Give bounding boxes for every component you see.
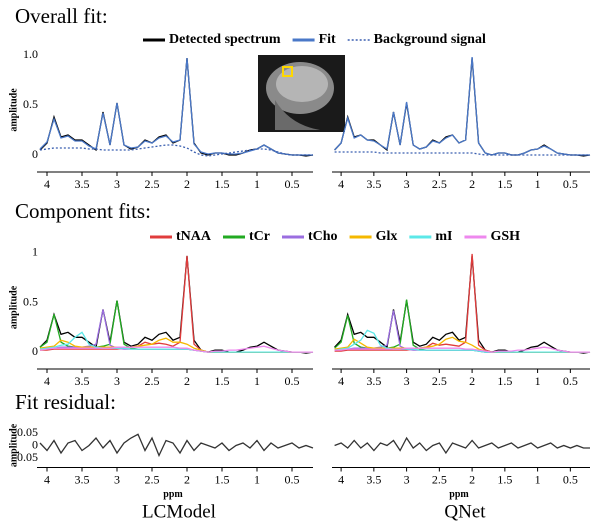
spectrum-line (39, 337, 313, 353)
y-tick-label: 1.0 (23, 47, 38, 61)
legend-label: tCr (249, 229, 270, 244)
x-axis-label: ppm (449, 489, 469, 500)
column-label: LCModel (142, 501, 216, 522)
spectrum-line (40, 309, 313, 353)
x-tick-label: 2 (184, 374, 190, 388)
x-tick-label: 2 (469, 374, 475, 388)
x-tick-label: 2.5 (432, 374, 447, 388)
x-tick-label: 4 (338, 472, 344, 486)
section-title: Overall fit: (15, 4, 108, 28)
y-tick-label: 0 (32, 344, 38, 358)
x-tick-label: 2.5 (432, 177, 447, 191)
x-tick-label: 4 (44, 374, 50, 388)
legend-label: tCho (308, 229, 338, 244)
x-tick-label: 3 (114, 177, 120, 191)
y-tick-label: 0 (32, 437, 38, 451)
legend-label: mI (435, 229, 452, 244)
x-tick-label: 2 (184, 472, 190, 486)
x-tick-label: 1.5 (215, 374, 230, 388)
spectrum-line (334, 310, 590, 353)
legend-label: Glx (376, 229, 398, 244)
x-tick-label: 1.5 (497, 472, 512, 486)
legend-label: Background signal (374, 32, 486, 47)
x-tick-label: 3.5 (75, 177, 90, 191)
x-tick-label: 2.5 (145, 472, 160, 486)
y-tick-label: 1 (32, 245, 38, 259)
x-tick-label: 1 (535, 177, 541, 191)
mri-voxel (282, 66, 293, 77)
section-title: Fit residual: (15, 390, 116, 414)
legend-label: Fit (319, 32, 336, 47)
x-tick-label: 1 (254, 177, 260, 191)
x-tick-label: 1.5 (497, 374, 512, 388)
x-tick-label: 1 (535, 472, 541, 486)
spectrum-line (39, 57, 313, 156)
x-tick-label: 3 (114, 472, 120, 486)
y-axis-label: amplitude (8, 88, 19, 132)
y-tick-label: 0.5 (23, 97, 38, 111)
column-label: QNet (444, 501, 486, 522)
x-tick-label: 4 (338, 374, 344, 388)
x-axis-label: ppm (163, 489, 183, 500)
legend-label: tNAA (176, 229, 212, 244)
x-tick-label: 0.5 (563, 177, 578, 191)
y-tick-label: 0.05 (17, 425, 38, 439)
y-tick-label: -0.05 (13, 450, 38, 464)
x-tick-label: 0.5 (563, 472, 578, 486)
x-tick-label: 3 (404, 374, 410, 388)
x-tick-label: 4 (338, 177, 344, 191)
x-tick-label: 1 (254, 374, 260, 388)
x-tick-label: 2 (184, 177, 190, 191)
x-tick-label: 3 (404, 472, 410, 486)
spectrum-line (39, 331, 313, 353)
x-tick-label: 1.5 (497, 177, 512, 191)
mri-neck (275, 100, 320, 130)
y-tick-label: 0.5 (23, 294, 38, 308)
spectrum-line (334, 436, 590, 455)
x-tick-label: 3.5 (366, 472, 381, 486)
x-tick-label: 2.5 (145, 374, 160, 388)
spectrum-line (334, 329, 590, 353)
x-tick-label: 3.5 (366, 374, 381, 388)
spectrum-line (39, 345, 313, 353)
x-tick-label: 3.5 (75, 472, 90, 486)
x-tick-label: 0.5 (563, 374, 578, 388)
spectrum-line (39, 255, 314, 354)
legend-label: GSH (490, 229, 520, 244)
spectrum-line (334, 151, 590, 156)
x-tick-label: 0.5 (285, 177, 300, 191)
x-tick-label: 1 (254, 472, 260, 486)
x-tick-label: 3 (404, 177, 410, 191)
y-axis-label: amplitude (8, 285, 19, 329)
legend-label: Detected spectrum (169, 32, 281, 47)
section-title: Component fits: (15, 199, 151, 223)
spectrum-line (39, 144, 313, 157)
x-tick-label: 4 (44, 472, 50, 486)
x-tick-label: 2.5 (145, 177, 160, 191)
y-tick-label: 0 (32, 147, 38, 161)
y-axis-label: amplitude (8, 423, 19, 467)
x-tick-label: 3 (114, 374, 120, 388)
spectrum-line (39, 433, 314, 458)
x-tick-label: 1.5 (215, 177, 230, 191)
x-tick-label: 3.5 (366, 177, 381, 191)
x-tick-label: 2 (469, 177, 475, 191)
x-tick-label: 0.5 (285, 472, 300, 486)
x-tick-label: 2 (469, 472, 475, 486)
x-tick-label: 1 (535, 374, 541, 388)
x-tick-label: 0.5 (285, 374, 300, 388)
spectrum-line (334, 346, 590, 353)
x-tick-label: 3.5 (75, 374, 90, 388)
x-tick-label: 2.5 (432, 472, 447, 486)
spectrum-line (334, 56, 590, 156)
x-tick-label: 1.5 (215, 472, 230, 486)
x-tick-label: 4 (44, 177, 50, 191)
spectrum-line (334, 255, 591, 354)
mri-inset (258, 55, 345, 132)
